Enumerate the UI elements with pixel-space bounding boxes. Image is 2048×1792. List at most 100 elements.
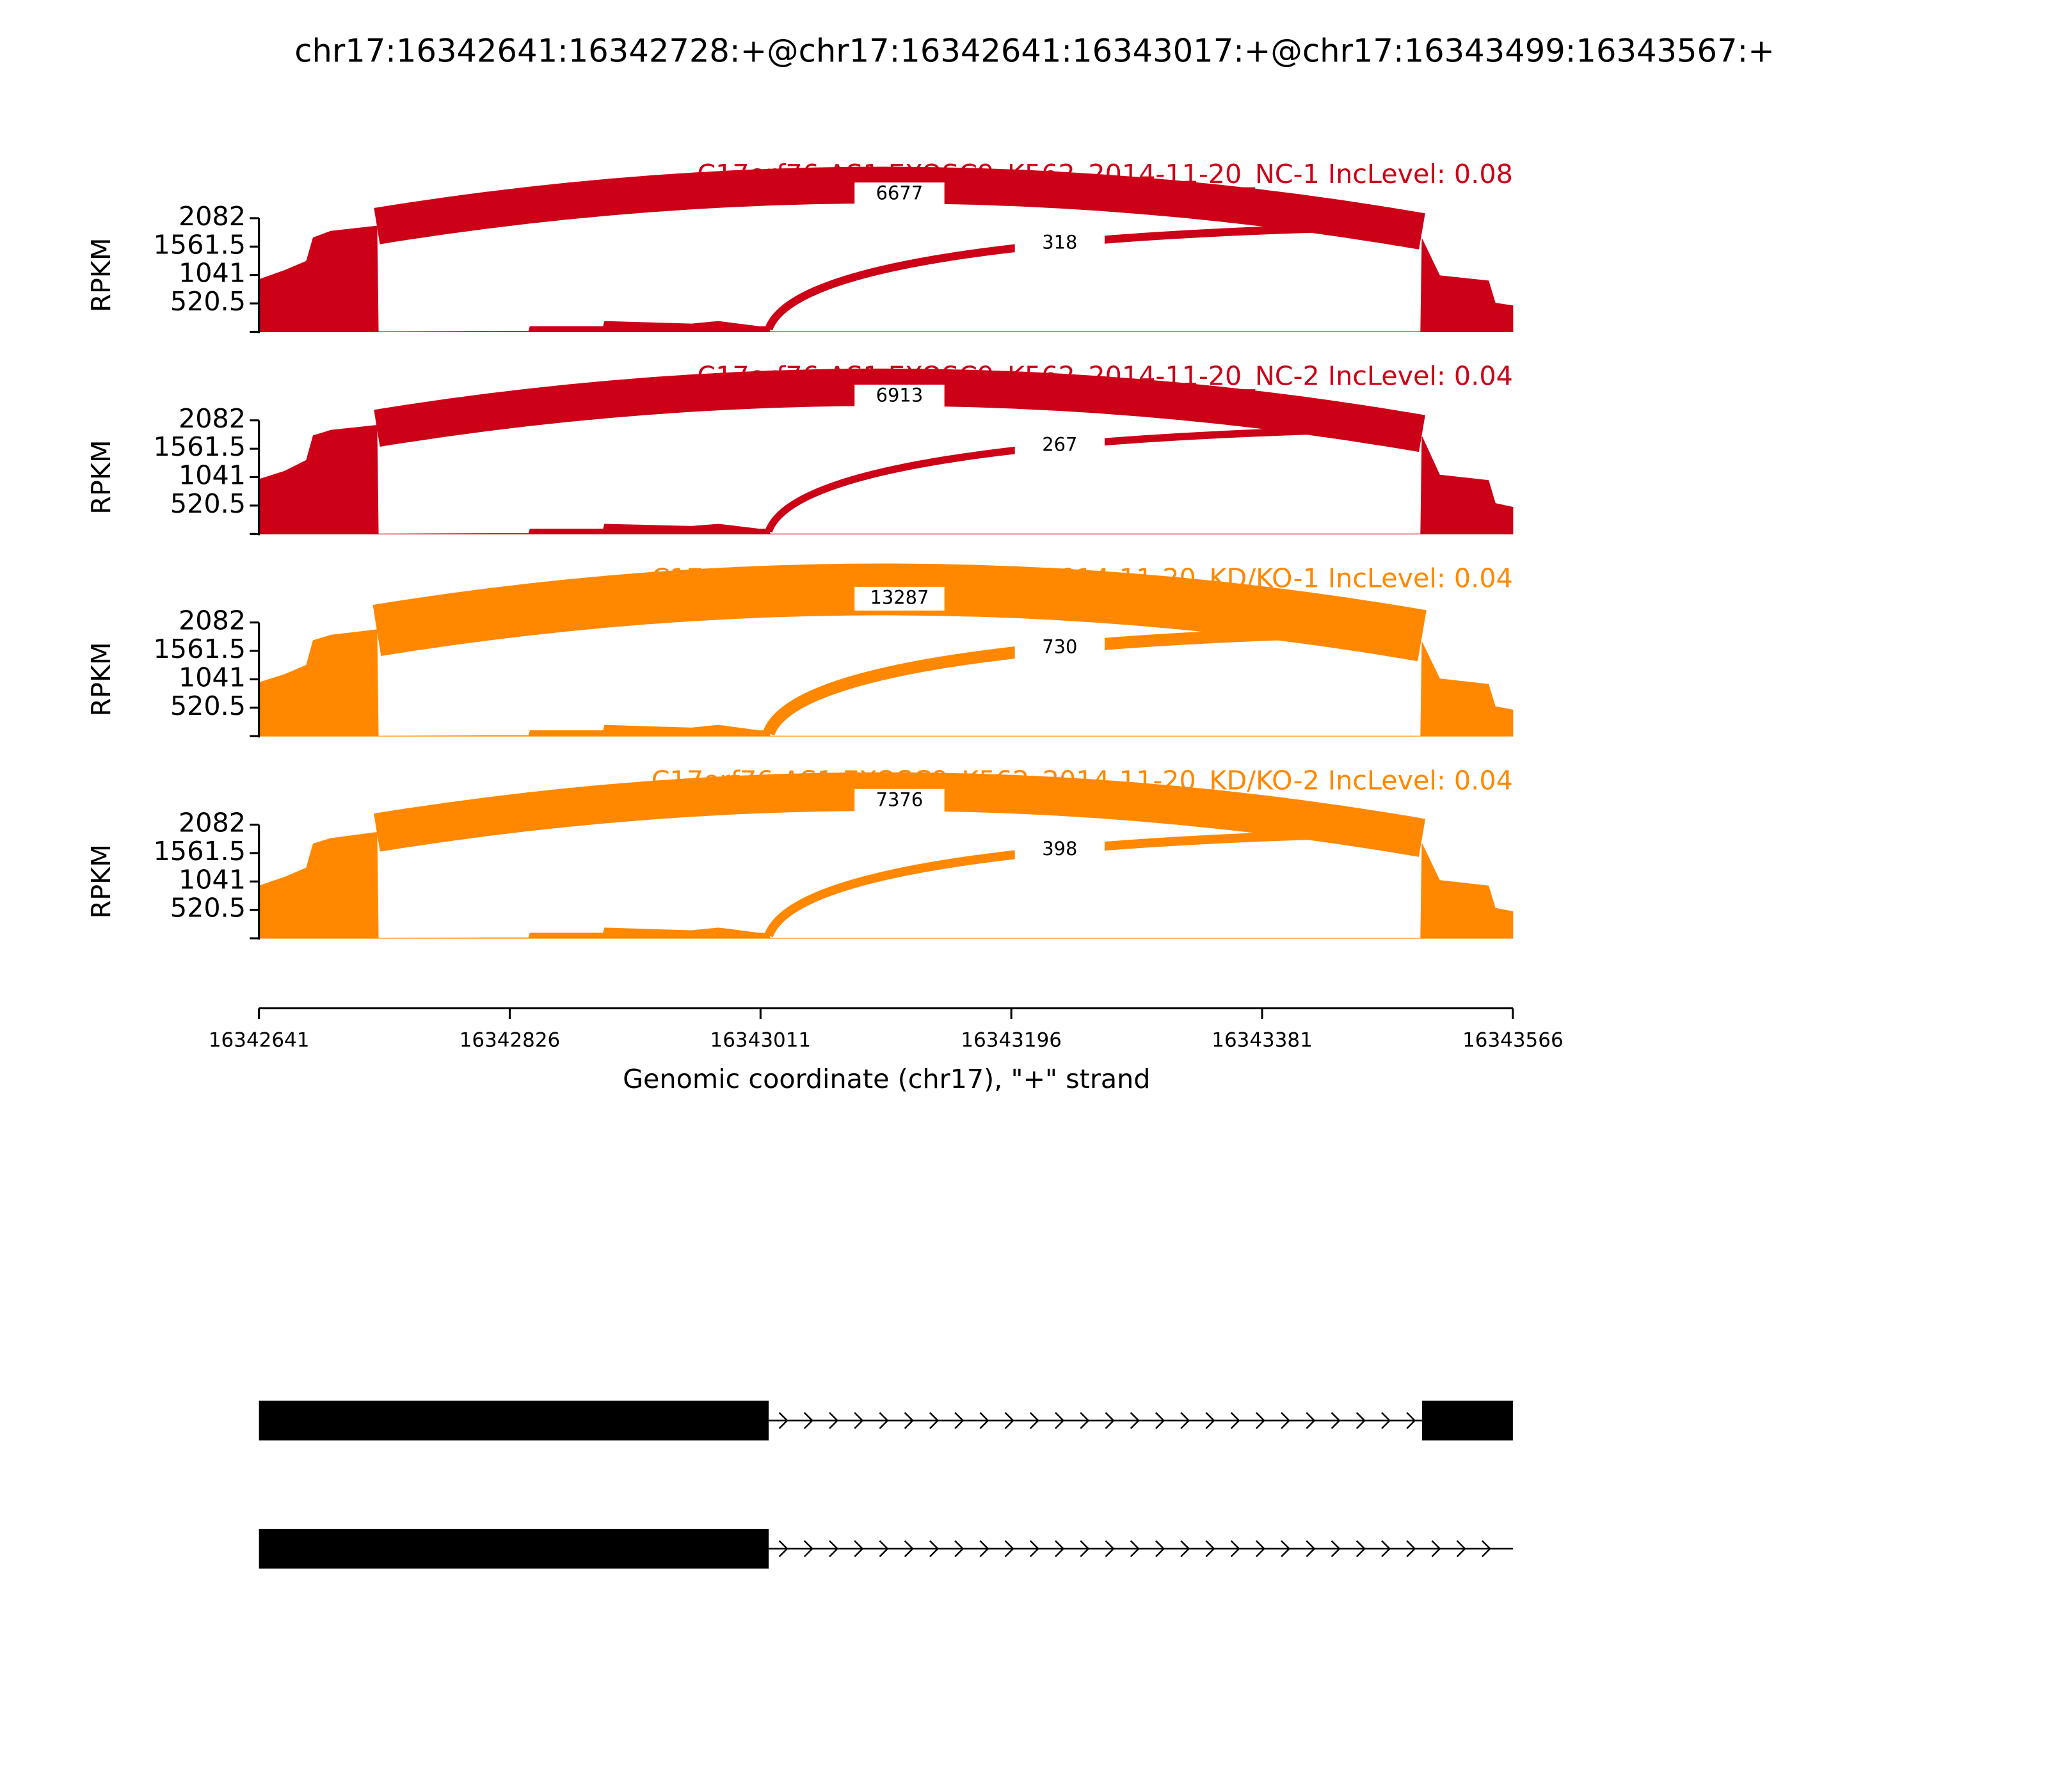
- strand-arrow: [879, 1540, 889, 1558]
- y-tick-label: 520.5: [170, 893, 246, 924]
- y-axis-label: RPKM: [86, 440, 116, 514]
- strand-arrow: [1406, 1412, 1416, 1429]
- x-axis-label: Genomic coordinate (chr17), "+" strand: [623, 1064, 1150, 1094]
- strand-arrow: [854, 1540, 864, 1558]
- x-tick-label: 16343196: [961, 1029, 1062, 1052]
- chart-title: chr17:16342641:16342728:+@chr17:16342641…: [294, 32, 1774, 69]
- strand-arrow: [1255, 1540, 1265, 1558]
- y-tick-label: 520.5: [170, 691, 246, 721]
- junction-label-bg: [854, 385, 945, 409]
- strand-arrow: [1155, 1412, 1165, 1429]
- junction-label-bg: [854, 788, 945, 813]
- x-tick-label: 16343011: [710, 1029, 812, 1052]
- strand-arrow: [1281, 1540, 1291, 1558]
- strand-arrow: [929, 1540, 940, 1558]
- strand-arrow: [778, 1540, 788, 1558]
- junction-label-bg: [1014, 636, 1105, 660]
- strand-arrow: [1431, 1540, 1441, 1558]
- strand-arrow: [1029, 1412, 1039, 1429]
- junction-arc: [764, 828, 1423, 938]
- strand-arrow: [1482, 1540, 1492, 1558]
- exon: [259, 1528, 769, 1569]
- coverage-area: [259, 225, 1514, 332]
- strand-arrow: [1055, 1412, 1065, 1429]
- x-tick-label: 16342641: [209, 1029, 310, 1052]
- strand-arrow: [1306, 1540, 1316, 1558]
- strand-arrow: [803, 1412, 813, 1429]
- junction-label-bg: [854, 182, 945, 207]
- strand-arrow: [1381, 1412, 1391, 1429]
- strand-arrow: [1356, 1540, 1366, 1558]
- x-tick-label: 16342826: [460, 1029, 561, 1052]
- junction-label-bg: [854, 586, 945, 611]
- junction-label: 6913: [876, 385, 924, 406]
- y-axis-label: RPKM: [86, 238, 116, 312]
- y-tick-label: 1561.5: [154, 431, 246, 462]
- y-tick-label: 520.5: [170, 286, 246, 317]
- strand-arrow: [1105, 1540, 1115, 1558]
- junction-label: 6677: [876, 182, 924, 204]
- strand-arrow: [1130, 1412, 1140, 1429]
- strand-arrow: [954, 1540, 964, 1558]
- strand-arrow: [1130, 1540, 1140, 1558]
- junction-label: 267: [1042, 433, 1077, 455]
- strand-arrow: [1406, 1540, 1416, 1558]
- strand-arrow: [1080, 1412, 1090, 1429]
- y-axis-label: RPKM: [86, 844, 116, 918]
- strand-arrow: [1381, 1540, 1391, 1558]
- strand-arrow: [904, 1540, 914, 1558]
- strand-arrow: [1255, 1412, 1265, 1429]
- strand-arrow: [829, 1412, 839, 1429]
- strand-arrow: [1055, 1540, 1065, 1558]
- strand-arrow: [979, 1540, 989, 1558]
- y-tick-label: 1561.5: [154, 836, 246, 867]
- junction-label-bg: [1014, 231, 1105, 256]
- exon: [259, 1400, 769, 1441]
- y-tick-label: 1561.5: [154, 229, 246, 260]
- coverage-area: [259, 832, 1514, 939]
- y-tick-label: 1041: [179, 662, 246, 692]
- strand-arrow: [1230, 1412, 1240, 1429]
- strand-arrow: [1331, 1540, 1341, 1558]
- strand-arrow: [879, 1412, 889, 1429]
- junction-label: 13287: [870, 586, 929, 608]
- junction-label: 398: [1042, 838, 1077, 860]
- junction-arc: [765, 222, 1423, 331]
- coverage-area: [259, 425, 1514, 534]
- strand-arrow: [1155, 1540, 1165, 1558]
- strand-arrow: [929, 1412, 940, 1429]
- strand-arrow: [1080, 1540, 1090, 1558]
- strand-arrow: [1105, 1412, 1115, 1429]
- strand-arrow: [1331, 1412, 1341, 1429]
- y-tick-label: 1041: [179, 864, 246, 895]
- strand-arrow: [1205, 1540, 1215, 1558]
- y-tick-label: 1041: [179, 460, 246, 491]
- strand-arrow: [1456, 1540, 1466, 1558]
- junction-arc: [763, 624, 1423, 736]
- junction-label-bg: [1014, 838, 1105, 862]
- strand-arrow: [1306, 1412, 1316, 1429]
- strand-arrow: [1281, 1412, 1291, 1429]
- junction-arc: [765, 424, 1423, 533]
- strand-arrow: [1004, 1412, 1014, 1429]
- junction-label: 730: [1042, 636, 1077, 657]
- strand-arrow: [979, 1412, 989, 1429]
- y-tick-label: 2082: [179, 605, 246, 636]
- strand-arrow: [829, 1540, 839, 1558]
- strand-arrow: [904, 1412, 914, 1429]
- y-tick-label: 1561.5: [154, 634, 246, 664]
- strand-arrow: [803, 1540, 813, 1558]
- strand-arrow: [1004, 1540, 1014, 1558]
- junction-label: 318: [1042, 232, 1077, 253]
- junction-label-bg: [1014, 433, 1105, 458]
- strand-arrow: [1029, 1540, 1039, 1558]
- strand-arrow: [854, 1412, 864, 1429]
- strand-arrow: [1180, 1540, 1190, 1558]
- strand-arrow: [1205, 1412, 1215, 1429]
- strand-arrow: [1180, 1412, 1190, 1429]
- y-tick-label: 2082: [179, 403, 246, 434]
- x-tick-label: 16343381: [1212, 1029, 1313, 1052]
- junction-label: 7376: [876, 788, 924, 810]
- coverage-area: [259, 629, 1514, 737]
